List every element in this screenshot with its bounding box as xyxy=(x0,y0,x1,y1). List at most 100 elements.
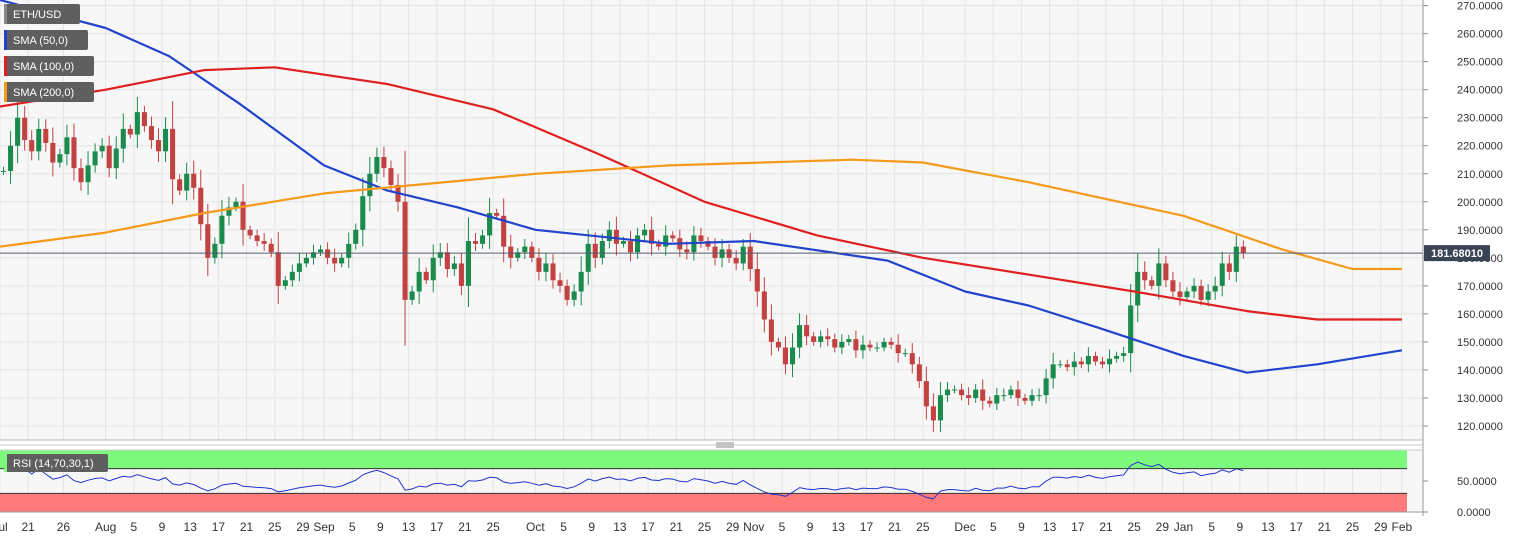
legend-sma-100[interactable]: SMA (100,0) xyxy=(4,56,94,76)
candle-body xyxy=(381,156,387,169)
candle-body xyxy=(627,241,634,253)
date-tick-label: 5 xyxy=(131,520,138,534)
candle xyxy=(29,130,35,161)
candle xyxy=(508,234,514,269)
candle-body xyxy=(367,173,373,197)
price-tick-label: 200.0000 xyxy=(1457,197,1503,209)
candle xyxy=(1170,271,1176,300)
candle-body xyxy=(1128,305,1134,354)
candle xyxy=(839,334,845,355)
candle xyxy=(1191,278,1197,299)
candle xyxy=(804,315,810,346)
date-tick-label: 5 xyxy=(349,520,356,534)
legend-box xyxy=(4,56,94,76)
candle-body xyxy=(634,235,641,253)
candle-body xyxy=(740,246,746,264)
candle-body xyxy=(346,243,352,258)
candle-body xyxy=(698,235,704,242)
date-tick-label: 13 xyxy=(1043,520,1057,534)
candle xyxy=(1128,284,1134,373)
candle-body xyxy=(1233,246,1239,272)
candle-body xyxy=(1142,271,1148,281)
candle xyxy=(994,388,1000,410)
candle xyxy=(282,276,288,290)
candle-body xyxy=(726,249,732,258)
candle-body xyxy=(1170,280,1176,292)
candle-body xyxy=(99,145,105,152)
date-tick-label: Feb xyxy=(1392,520,1413,534)
candle xyxy=(346,232,352,269)
candle xyxy=(472,233,479,252)
candle xyxy=(226,196,232,226)
candle-body xyxy=(1015,389,1021,398)
candle-body xyxy=(564,285,570,300)
legend-sma-200[interactable]: SMA (200,0) xyxy=(4,82,94,102)
candle-body xyxy=(360,196,366,230)
candle xyxy=(550,254,556,289)
candle-body xyxy=(811,336,817,342)
rsi-tick-label: 0.0000 xyxy=(1457,507,1491,519)
pane-resize-handle[interactable] xyxy=(716,442,734,448)
candle xyxy=(64,124,70,166)
candle xyxy=(374,147,380,183)
candle-body xyxy=(1057,364,1063,366)
candle xyxy=(99,138,105,159)
candle-body xyxy=(212,243,218,258)
date-tick-label: 13 xyxy=(832,520,846,534)
candle-body xyxy=(867,344,873,348)
candle xyxy=(381,146,387,178)
candle xyxy=(141,105,147,132)
candle-body xyxy=(649,229,655,244)
candle xyxy=(261,233,267,252)
candle-body xyxy=(1001,395,1007,397)
candle xyxy=(487,197,493,250)
candle xyxy=(959,383,965,401)
candle xyxy=(177,174,183,196)
legend-swatch xyxy=(4,30,7,50)
date-tick-label: 25 xyxy=(268,520,282,534)
candle xyxy=(515,248,521,262)
candle-body xyxy=(902,353,908,355)
candle-body xyxy=(1029,395,1035,401)
candle xyxy=(127,124,133,139)
candle-body xyxy=(1156,263,1162,286)
date-tick-label: 21 xyxy=(21,520,35,534)
candle-body xyxy=(402,201,408,300)
candle xyxy=(240,184,246,246)
candle xyxy=(1156,248,1162,300)
candle-body xyxy=(705,241,711,247)
candle-body xyxy=(937,395,943,421)
candle-body xyxy=(480,235,486,244)
candle-body xyxy=(888,341,894,345)
candle-body xyxy=(550,263,556,281)
candle-body xyxy=(1149,280,1155,286)
candle-body xyxy=(1022,397,1028,401)
candle xyxy=(613,216,619,256)
legend-symbol[interactable]: ETH/USD xyxy=(4,4,80,24)
candle-body xyxy=(719,249,725,258)
last-price-label: 181.68010 xyxy=(1431,248,1483,260)
candle xyxy=(1240,240,1246,259)
legend-rsi[interactable]: RSI (14,70,30,1) xyxy=(4,454,108,472)
price-tick-label: 270.0000 xyxy=(1457,1,1503,13)
price-tick-label: 150.0000 xyxy=(1457,337,1503,349)
date-tick-label: 5 xyxy=(560,520,567,534)
candle-body xyxy=(930,406,936,421)
candle-body xyxy=(296,263,302,272)
candle xyxy=(1233,235,1239,283)
candle xyxy=(761,277,767,333)
candle-body xyxy=(1064,364,1070,368)
candle xyxy=(1177,282,1183,306)
candle-body xyxy=(1135,271,1141,306)
candle-body xyxy=(952,389,958,391)
candle xyxy=(557,272,563,293)
candle-body xyxy=(388,168,394,185)
legend-sma-50[interactable]: SMA (50,0) xyxy=(4,30,88,50)
candle xyxy=(1226,254,1232,280)
candle xyxy=(1099,356,1106,369)
candle-body xyxy=(472,241,479,244)
candle-body xyxy=(620,241,626,244)
candle-body xyxy=(444,252,450,270)
candle xyxy=(1029,389,1035,407)
